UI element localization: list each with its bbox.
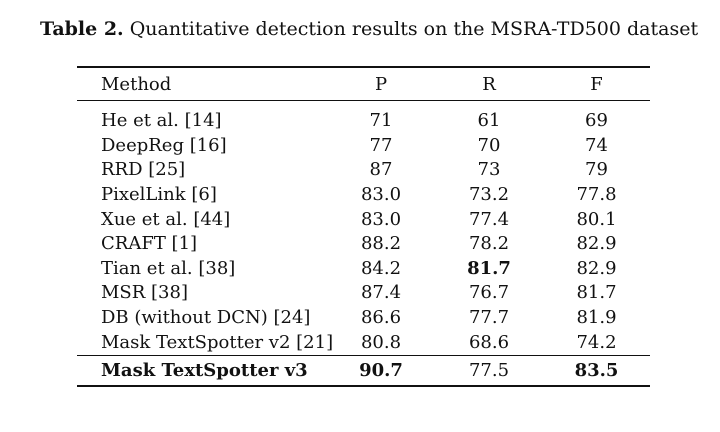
cell-p: 87.4 — [360, 282, 402, 304]
cell-p: 83.0 — [360, 208, 402, 230]
table-row: RRD [25] 87 73 79 — [77, 158, 650, 183]
bottom-rule — [77, 384, 650, 387]
final-row-rule — [77, 354, 650, 356]
our-method-row: Mask TextSpotter v3 90.7 77.5 83.5 — [77, 356, 650, 385]
header-f: F — [590, 73, 603, 95]
cell-f: 69 — [585, 110, 608, 132]
caption-text: Quantitative detection results on the MS… — [123, 18, 699, 40]
cell-method: Tian et al. [38] — [101, 257, 236, 279]
header-row: Method P R F — [77, 68, 650, 100]
table-row: PixelLink [6] 83.0 73.2 77.8 — [77, 183, 650, 208]
cell-r: 68.6 — [468, 331, 510, 353]
cell-p: 80.8 — [360, 331, 402, 353]
top-rule — [77, 66, 650, 68]
cell-method: DeepReg [16] — [101, 134, 227, 156]
results-table-grid: Method P R F — [77, 68, 650, 100]
cell-f: 81.9 — [576, 307, 617, 329]
cell-method: Xue et al. [44] — [101, 208, 231, 230]
cell-method: CRAFT [1] — [101, 233, 198, 255]
cell-method: He et al. [14] — [101, 110, 222, 132]
table-row: Xue et al. [44] 83.0 77.4 80.1 — [77, 207, 650, 232]
table-row: CRAFT [1] 88.2 78.2 82.9 — [77, 232, 650, 257]
cell-method: DB (without DCN) [24] — [101, 307, 311, 329]
cell-r: 73 — [477, 159, 501, 181]
results-body: He et al. [14] 71 61 69 DeepReg [16] 77 … — [77, 109, 650, 355]
cell-f-best: 83.5 — [574, 359, 619, 381]
cell-p: 86.6 — [360, 307, 402, 329]
cell-f: 79 — [585, 159, 608, 181]
cell-f: 81.7 — [576, 282, 617, 304]
cell-method: MSR [38] — [101, 282, 188, 304]
cell-p: 87 — [369, 159, 393, 181]
header-rule — [77, 100, 650, 101]
header-r: R — [482, 73, 496, 95]
cell-method-ours: Mask TextSpotter v3 — [101, 359, 308, 381]
cell-r-best: 81.7 — [467, 257, 511, 279]
caption-label: Table 2. — [40, 18, 124, 40]
cell-p: 84.2 — [360, 257, 402, 279]
cell-r: 77.7 — [468, 307, 510, 329]
cell-r: 73.2 — [468, 184, 510, 206]
cell-r: 77.5 — [468, 359, 510, 381]
cell-p: 71 — [369, 110, 393, 132]
cell-r: 70 — [477, 134, 501, 156]
cell-p: 83.0 — [360, 184, 402, 206]
cell-method: RRD [25] — [101, 159, 186, 181]
table-row: Tian et al. [38] 84.2 81.7 82.9 — [77, 257, 650, 282]
header-method: Method — [101, 73, 172, 95]
table-row: MSR [38] 87.4 76.7 81.7 — [77, 281, 650, 306]
cell-r: 78.2 — [468, 233, 510, 255]
cell-r: 61 — [477, 110, 501, 132]
header-p: P — [374, 73, 388, 95]
results-table: Method P R F He et al. [14] 71 61 69 Dee… — [77, 66, 650, 387]
cell-f: 74 — [585, 134, 608, 156]
results-final: Mask TextSpotter v3 90.7 77.5 83.5 — [77, 356, 650, 385]
table-row: He et al. [14] 71 61 69 — [77, 109, 650, 134]
cell-p: 88.2 — [360, 233, 402, 255]
cell-p-best: 90.7 — [359, 359, 403, 381]
table-row: Mask TextSpotter v2 [21] 80.8 68.6 74.2 — [77, 330, 650, 355]
cell-method: PixelLink [6] — [101, 184, 217, 206]
cell-f: 82.9 — [576, 257, 617, 279]
table-row: DeepReg [16] 77 70 74 — [77, 134, 650, 159]
cell-method: Mask TextSpotter v2 [21] — [101, 331, 334, 353]
cell-r: 77.4 — [468, 208, 510, 230]
cell-f: 80.1 — [576, 208, 617, 230]
cell-r: 76.7 — [468, 282, 510, 304]
table-caption: Table 2. Quantitative detection results … — [40, 18, 698, 40]
cell-p: 77 — [369, 134, 393, 156]
cell-f: 82.9 — [576, 233, 617, 255]
cell-f: 77.8 — [576, 184, 617, 206]
cell-f: 74.2 — [576, 331, 617, 353]
table-row: DB (without DCN) [24] 86.6 77.7 81.9 — [77, 306, 650, 331]
